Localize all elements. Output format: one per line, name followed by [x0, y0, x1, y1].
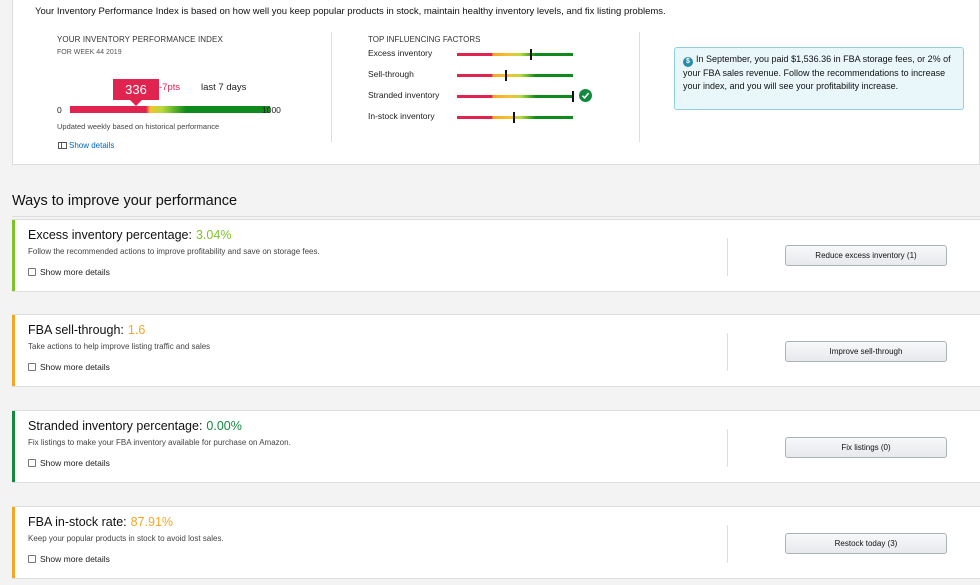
- improve-sell-through-button[interactable]: Improve sell-through: [785, 341, 947, 362]
- show-more-details-toggle[interactable]: Show more details: [28, 362, 110, 372]
- card-metric: 3.04%: [195, 228, 232, 242]
- ipi-scale-bar: [70, 106, 270, 113]
- card-divider: [727, 429, 728, 467]
- factor-bar: [457, 112, 573, 123]
- card-accent: [12, 220, 15, 291]
- factor-row-sell-through: Sell-through: [368, 69, 613, 81]
- ipi-title: YOUR INVENTORY PERFORMANCE INDEX: [57, 35, 223, 44]
- ipi-score-flag: 336: [113, 79, 159, 106]
- card-title-label: FBA in-stock rate:: [28, 515, 127, 529]
- card-description: Follow the recommended actions to improv…: [28, 247, 320, 256]
- factor-marker: [504, 70, 507, 81]
- card-metric: 0.00%: [206, 419, 242, 433]
- card-metric: 87.91%: [130, 515, 174, 529]
- factor-bar: [457, 70, 573, 81]
- card-divider: [727, 238, 728, 276]
- show-more-label: Show more details: [40, 554, 110, 564]
- ipi-change: -7pts: [159, 82, 181, 93]
- card-title: FBA in-stock rate: 87.91%: [28, 515, 173, 529]
- show-details-link[interactable]: Show details: [58, 141, 114, 150]
- ipi-week: FOR WEEK 44 2019: [57, 49, 122, 56]
- show-more-details-toggle[interactable]: Show more details: [28, 267, 110, 277]
- card-description: Take actions to help improve listing tra…: [28, 342, 211, 351]
- card-description: Keep your popular products in stock to a…: [28, 534, 224, 543]
- card-title-label: FBA sell-through:: [28, 323, 124, 337]
- show-more-label: Show more details: [40, 267, 110, 277]
- card-excess-inventory: Excess inventory percentage: 3.04% Follow…: [12, 219, 980, 292]
- card-accent: [12, 315, 15, 386]
- factor-marker: [512, 112, 515, 123]
- show-more-checkbox[interactable]: [28, 555, 36, 563]
- card-title: Excess inventory percentage: 3.04%: [28, 228, 231, 242]
- factor-label: Stranded inventory: [368, 90, 440, 100]
- ipi-scale-min: 0: [57, 105, 62, 115]
- factors-title: TOP INFLUENCING FACTORS: [368, 35, 481, 44]
- panel-divider: [331, 32, 332, 142]
- show-more-details-toggle[interactable]: Show more details: [28, 458, 110, 468]
- check-icon: [579, 89, 592, 102]
- factor-bar: [457, 91, 574, 102]
- ipi-change-period: last 7 days: [201, 82, 247, 93]
- factor-marker: [571, 91, 574, 102]
- storage-fee-info-box: $ In September, you paid $1,536.36 in FBA…: [674, 47, 964, 110]
- factor-label: In-stock inventory: [368, 111, 435, 121]
- show-more-checkbox[interactable]: [28, 459, 36, 467]
- factor-marker: [530, 49, 533, 60]
- card-title: Stranded inventory percentage: 0.00%: [28, 419, 242, 433]
- card-accent: [12, 411, 15, 482]
- ipi-scale-max: 1000: [262, 105, 281, 115]
- section-divider: [12, 216, 980, 217]
- fix-listings-button[interactable]: Fix listings (0): [785, 437, 947, 458]
- section-title: Ways to improve your performance: [12, 193, 238, 209]
- intro-text: Your Inventory Performance Index is base…: [35, 6, 666, 17]
- factor-row-excess: Excess inventory: [368, 48, 613, 60]
- reduce-excess-inventory-button[interactable]: Reduce excess inventory (1): [785, 245, 947, 266]
- card-stranded-inventory: Stranded inventory percentage: 0.00% Fix …: [12, 410, 980, 483]
- card-in-stock-rate: FBA in-stock rate: 87.91% Keep your popul…: [12, 506, 980, 579]
- show-more-checkbox[interactable]: [28, 363, 36, 371]
- show-details-label: Show details: [69, 141, 115, 150]
- ipi-update-note: Updated weekly based on historical perfo…: [57, 122, 220, 131]
- card-metric: 1.6: [127, 323, 146, 337]
- show-more-checkbox[interactable]: [28, 268, 36, 276]
- card-title-label: Excess inventory percentage:: [28, 228, 192, 242]
- card-sell-through: FBA sell-through: 1.6 Take actions to hel…: [12, 314, 980, 387]
- card-title: FBA sell-through: 1.6: [28, 323, 145, 337]
- factor-label: Sell-through: [368, 69, 414, 79]
- card-divider: [727, 525, 728, 563]
- show-more-label: Show more details: [40, 458, 110, 468]
- dollar-icon: $: [683, 57, 693, 67]
- card-accent: [12, 507, 15, 578]
- factor-label: Excess inventory: [368, 48, 433, 58]
- details-panel-icon: [58, 142, 67, 149]
- card-description: Fix listings to make your FBA inventory …: [28, 438, 291, 447]
- show-more-label: Show more details: [40, 362, 110, 372]
- factor-row-in-stock: In-stock inventory: [368, 111, 613, 123]
- info-text: In September, you paid $1,536.36 in FBA …: [683, 54, 951, 91]
- card-title-label: Stranded inventory percentage:: [28, 419, 203, 433]
- factor-bar: [457, 49, 573, 60]
- down-arrow-icon: [150, 85, 158, 90]
- factor-row-stranded: Stranded inventory: [368, 89, 613, 102]
- card-divider: [727, 333, 728, 371]
- show-more-details-toggle[interactable]: Show more details: [28, 554, 110, 564]
- restock-today-button[interactable]: Restock today (3): [785, 533, 947, 554]
- panel-divider: [639, 32, 640, 142]
